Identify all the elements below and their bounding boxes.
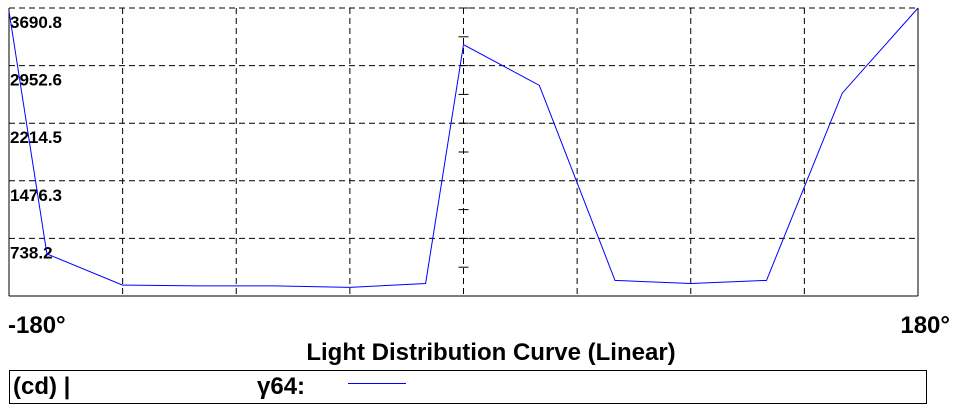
chart-title: Light Distribution Curve (Linear) <box>306 339 675 366</box>
legend-series-label: γ64: <box>257 373 306 400</box>
series-line <box>8 7 919 288</box>
series-lines <box>8 7 919 288</box>
y-tick-label: 1476.3 <box>10 186 62 205</box>
light-distribution-chart: 738.2 1476.3 2214.5 2952.6 3690.8 -180° 180°… <box>8 7 950 366</box>
x-tick-label-min: -180° <box>8 312 66 339</box>
y-tick-labels: 738.2 1476.3 2214.5 2952.6 3690.8 <box>10 13 62 262</box>
y-tick-label: 2214.5 <box>10 128 62 147</box>
y-tick-label: 738.2 <box>10 243 53 262</box>
legend-unit-label: (cd) | <box>13 373 71 400</box>
legend: (cd) | γ64: <box>9 370 927 404</box>
x-tick-label-max: 180° <box>900 312 950 339</box>
legend-series-swatch <box>348 383 406 384</box>
y-tick-label: 3690.8 <box>10 13 62 32</box>
y-tick-label: 2952.6 <box>10 71 62 90</box>
